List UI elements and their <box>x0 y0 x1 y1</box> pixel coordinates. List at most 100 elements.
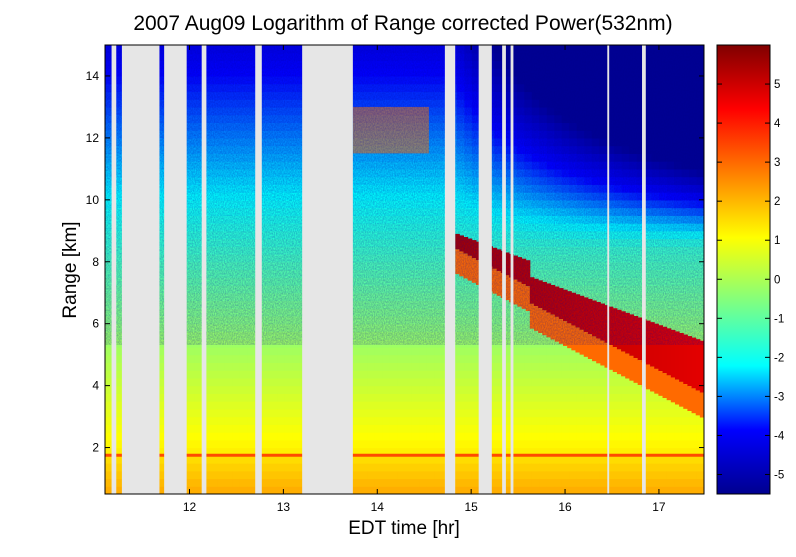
heatmap-cell <box>284 385 293 394</box>
heatmap-cell <box>419 424 428 433</box>
heatmap-cell <box>606 424 615 433</box>
heatmap-cell <box>411 447 421 456</box>
heatmap-cell <box>561 463 570 472</box>
heatmap-cell <box>554 354 563 363</box>
heatmap-cell <box>659 478 668 487</box>
heatmap-cell <box>569 385 578 394</box>
heatmap-cell <box>494 401 503 410</box>
heatmap-cell <box>561 401 570 410</box>
heatmap-cell <box>359 393 368 402</box>
heatmap-cell <box>217 354 226 363</box>
heatmap-cell <box>292 470 301 480</box>
heatmap-cell <box>584 370 593 379</box>
heatmap-cell <box>464 377 473 387</box>
heatmap-cell <box>434 463 443 472</box>
heatmap-cell <box>269 370 278 379</box>
heatmap-cell <box>419 478 428 487</box>
heatmap-cell <box>644 408 653 418</box>
heatmap-cell <box>531 486 540 494</box>
heatmap-cell <box>359 416 368 425</box>
heatmap-cell <box>352 370 361 379</box>
heatmap-cell <box>397 401 406 410</box>
heatmap-cell <box>112 377 121 387</box>
heatmap-cell <box>539 416 548 425</box>
heatmap-cell <box>262 455 271 464</box>
heatmap-cell <box>554 478 563 487</box>
heatmap-cell <box>292 416 301 425</box>
heatmap-cell <box>232 362 241 371</box>
heatmap-cell <box>426 385 436 394</box>
heatmap-cell <box>464 424 473 433</box>
heatmap-cell <box>561 377 570 387</box>
heatmap-cell <box>292 424 301 433</box>
heatmap-cell <box>576 370 585 379</box>
heatmap-cell <box>284 463 293 472</box>
heatmap-cell <box>456 478 465 487</box>
heatmap-cell <box>352 362 361 371</box>
heatmap-cell <box>224 362 233 371</box>
heatmap-cell <box>247 416 256 425</box>
heatmap-cell <box>284 393 293 402</box>
heatmap-cell <box>352 455 361 464</box>
heatmap-cell <box>524 362 533 371</box>
heatmap-cell <box>674 478 683 487</box>
x-axis-label: EDT time [hr] <box>348 518 460 539</box>
heatmap-cell <box>389 439 398 449</box>
heatmap-cell <box>247 439 256 449</box>
heatmap-cell <box>292 354 301 363</box>
heatmap-cell <box>411 346 421 356</box>
heatmap-cell <box>606 470 615 480</box>
heatmap-cell <box>636 432 645 441</box>
heatmap-cell <box>696 416 704 425</box>
heatmap-cell <box>367 447 376 456</box>
heatmap-cell <box>217 408 226 418</box>
heatmap-cell <box>576 478 585 487</box>
heatmap-cell <box>636 408 645 418</box>
heatmap-cell <box>584 455 593 464</box>
cloud-layer-cell <box>662 326 668 374</box>
heatmap-cell <box>269 393 278 402</box>
heatmap-cell <box>659 416 668 425</box>
heatmap-cell <box>232 408 241 418</box>
plot-frame <box>104 44 705 495</box>
heatmap-cell <box>524 416 533 425</box>
heatmap-cell <box>659 463 668 472</box>
heatmap-cell <box>471 455 480 464</box>
heatmap-cell <box>456 377 465 387</box>
heatmap-cell <box>382 416 391 425</box>
heatmap-cell <box>397 447 406 456</box>
heatmap-cell <box>232 354 241 363</box>
heatmap-cell <box>666 424 675 433</box>
heatmap-cell <box>471 447 480 456</box>
heatmap-cell <box>112 354 121 363</box>
heatmap-cell <box>352 385 361 394</box>
colorbar-bar <box>717 45 770 494</box>
data-gap <box>607 45 610 494</box>
heatmap-cell <box>524 455 533 464</box>
heatmap-cell <box>224 377 233 387</box>
heatmap-cell <box>284 470 293 480</box>
heatmap-cell <box>696 486 704 494</box>
heatmap-cell <box>464 447 473 456</box>
heatmap-cell <box>359 408 368 418</box>
heatmap-cell <box>367 470 376 480</box>
heatmap-cell <box>397 346 406 356</box>
heatmap-cell <box>247 455 256 464</box>
heatmap-cell <box>464 486 473 494</box>
heatmap-cell <box>561 370 570 379</box>
heatmap-cell <box>209 354 218 363</box>
heatmap-cell <box>591 455 600 464</box>
heatmap-cell <box>524 424 533 433</box>
heatmap-cell <box>464 393 473 402</box>
heatmap-cell <box>666 463 675 472</box>
heatmap-cell <box>194 385 203 394</box>
heatmap-cell <box>471 370 480 379</box>
heatmap-cell <box>456 401 465 410</box>
heatmap-cell <box>456 354 465 363</box>
heatmap-cell <box>516 370 525 379</box>
heatmap-cell <box>674 447 683 456</box>
heatmap-cell <box>367 432 376 441</box>
heatmap-cell <box>247 362 256 371</box>
heatmap-cell <box>277 346 286 356</box>
heatmap-cell <box>232 370 241 379</box>
